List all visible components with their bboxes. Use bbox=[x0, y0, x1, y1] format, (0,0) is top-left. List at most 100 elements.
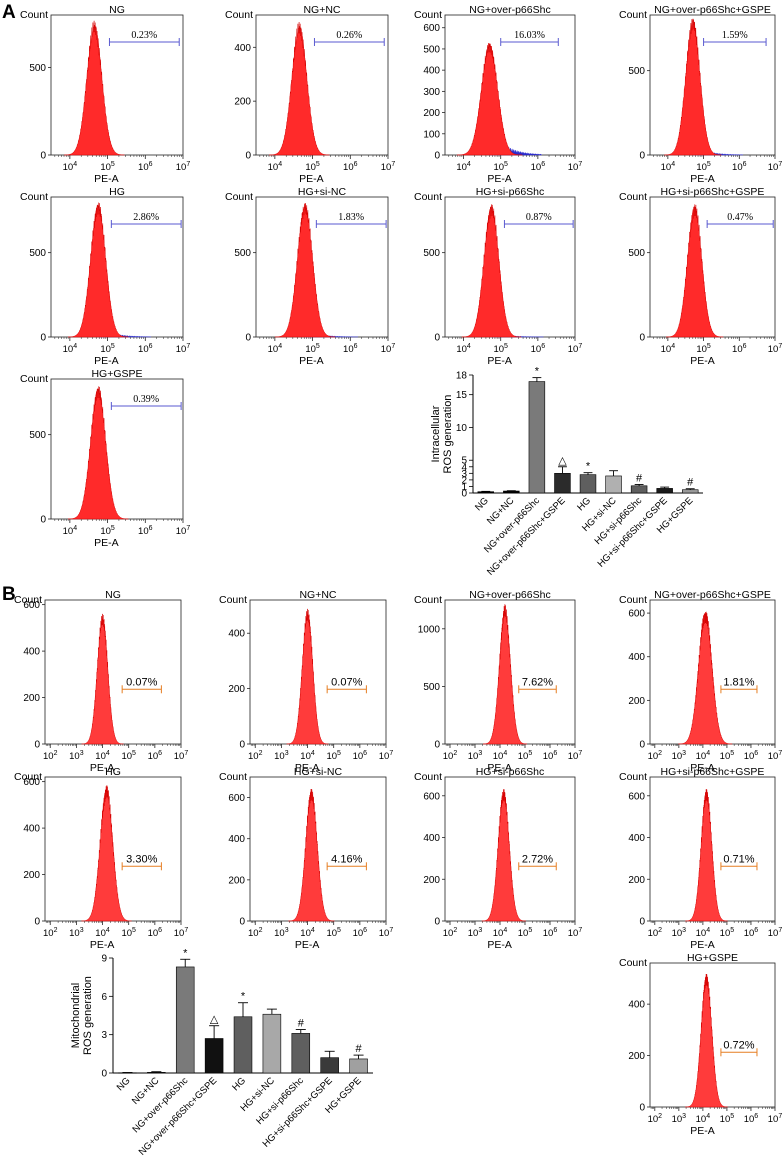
x-tick-label: 106 bbox=[543, 927, 558, 939]
x-tick-label: 103 bbox=[274, 750, 289, 762]
panel-label-a: A bbox=[2, 2, 16, 23]
gate-percentage: 0.26% bbox=[336, 30, 362, 41]
gate-percentage: 0.07% bbox=[126, 676, 157, 688]
y-tick-label: 0 bbox=[639, 917, 645, 928]
x-tick-label: 105 bbox=[326, 927, 341, 939]
x-tick-label: 104 bbox=[696, 1113, 711, 1125]
y-tick-label: 0 bbox=[461, 489, 467, 500]
y-axis-label: Count bbox=[14, 771, 42, 783]
gate-percentage: 0.23% bbox=[131, 30, 157, 41]
x-tick-label: 104 bbox=[456, 343, 471, 355]
bar-2 bbox=[147, 1072, 166, 1074]
histogram-b-15: HG+si-NC Count PE-A 0 200 400 600 102 103 104 105 1… bbox=[219, 766, 393, 951]
x-tick-label: 106 bbox=[353, 927, 368, 939]
gate-percentage: 3.30% bbox=[126, 853, 157, 865]
x-tick-label: 106 bbox=[343, 161, 358, 173]
gate-percentage: 0.72% bbox=[723, 1039, 754, 1051]
panel-label-b: B bbox=[2, 584, 16, 605]
y-tick-label: 0 bbox=[434, 333, 440, 344]
plot-frame bbox=[44, 599, 182, 745]
x-axis-label: PE-A bbox=[90, 762, 115, 774]
gate-percentage: 2.72% bbox=[522, 853, 553, 865]
x-axis-label: PE-A bbox=[295, 939, 320, 951]
histogram-a-4: NG+over-p66Shc+GSPE Count PE-A 0 500 104 105 10… bbox=[619, 4, 782, 185]
y-tick-label: 500 bbox=[423, 248, 440, 259]
y-axis-label: Count bbox=[14, 594, 42, 606]
histogram-peak bbox=[461, 204, 522, 338]
gate-percentage: 7.62% bbox=[522, 676, 553, 688]
x-tick-label: 103 bbox=[274, 927, 289, 939]
x-tick-label: 107 bbox=[768, 750, 782, 762]
histogram-title: NG+over-p66Shc bbox=[469, 589, 550, 601]
category-label: NG bbox=[473, 495, 491, 513]
y-tick-label: 0 bbox=[434, 740, 440, 751]
y-tick-label: 0 bbox=[40, 515, 46, 526]
gate-percentage: 16.03% bbox=[514, 30, 545, 41]
y-tick-label: 0 bbox=[40, 151, 46, 162]
histogram-b-17: HG+si-p66Shc+GSPE Count PE-A 0 200 400 600 102 1… bbox=[619, 766, 782, 951]
histogram-b-14: HG Count PE-A 0 200 400 600 102 103 104 105 106 107 3… bbox=[14, 766, 188, 951]
x-tick-label: 105 bbox=[305, 161, 320, 173]
x-tick-label: 102 bbox=[648, 750, 663, 762]
y-tick-label: 0 bbox=[434, 151, 440, 162]
x-tick-label: 106 bbox=[732, 343, 747, 355]
y-tick-label: 500 bbox=[29, 430, 46, 441]
histogram-peak bbox=[664, 18, 722, 156]
y-tick-label: 0 bbox=[434, 917, 440, 928]
y-axis-label: MitochondrialROS generation bbox=[70, 976, 94, 1055]
plot-frame bbox=[649, 196, 776, 338]
significance-mark: * bbox=[535, 366, 540, 378]
x-tick-label: 105 bbox=[518, 750, 533, 762]
bar-8 bbox=[320, 1057, 339, 1074]
histogram-peak bbox=[288, 788, 335, 922]
y-tick-label: 500 bbox=[423, 44, 440, 55]
histogram-b-18: HG+GSPE Count PE-A 0 200 400 102 103 104 105 106 10… bbox=[619, 952, 782, 1137]
y-axis-label: Count bbox=[225, 191, 253, 203]
x-axis-label: PE-A bbox=[690, 762, 715, 774]
x-tick-label: 104 bbox=[300, 927, 315, 939]
x-tick-label: 105 bbox=[720, 750, 735, 762]
bar-9 bbox=[681, 489, 699, 494]
bar-5 bbox=[233, 1016, 253, 1074]
y-axis-label: Count bbox=[619, 9, 647, 21]
x-axis-label: PE-A bbox=[295, 762, 320, 774]
plot-frame bbox=[50, 378, 184, 520]
y-tick-label: 400 bbox=[228, 629, 245, 640]
plot-frame bbox=[444, 14, 576, 156]
y-tick-label: 3 bbox=[101, 1030, 107, 1041]
histogram-peak bbox=[678, 611, 733, 745]
x-tick-label: 104 bbox=[493, 927, 508, 939]
histogram-peak bbox=[482, 604, 528, 745]
x-tick-label: 106 bbox=[138, 525, 153, 537]
gate-marker: 0.07% bbox=[121, 676, 162, 694]
y-axis-label: Count bbox=[414, 771, 442, 783]
gate-percentage: 0.87% bbox=[526, 212, 552, 223]
histogram-b-11: NG+NC Count PE-A 0 200 400 102 103 104 105 106 107 0… bbox=[219, 589, 393, 774]
x-tick-label: 102 bbox=[248, 927, 263, 939]
category-label: HG bbox=[230, 1075, 248, 1093]
x-axis-label: PE-A bbox=[487, 173, 512, 185]
histogram-peak bbox=[64, 20, 125, 156]
x-tick-label: 103 bbox=[672, 1113, 687, 1125]
y-tick-label: 400 bbox=[228, 834, 245, 845]
histogram-title: HG+GSPE bbox=[687, 952, 738, 964]
gate-marker: 0.07% bbox=[326, 676, 367, 694]
y-tick-label: 500 bbox=[29, 248, 46, 259]
y-tick-label: 600 bbox=[423, 23, 440, 34]
y-tick-label: 1000 bbox=[418, 624, 441, 635]
y-tick-label: 15 bbox=[456, 390, 468, 401]
x-tick-label: 107 bbox=[381, 161, 396, 173]
x-tick-label: 104 bbox=[95, 927, 110, 939]
x-tick-label: 105 bbox=[696, 343, 711, 355]
x-tick-label: 104 bbox=[661, 343, 676, 355]
x-tick-label: 106 bbox=[138, 161, 153, 173]
gate-percentage: 4.16% bbox=[331, 853, 362, 865]
x-tick-label: 107 bbox=[176, 161, 191, 173]
histogram-title: HG+si-p66Shc+GSPE bbox=[661, 186, 765, 198]
histogram-title: NG+over-p66Shc bbox=[469, 4, 550, 16]
y-tick-label: 5 bbox=[461, 456, 467, 467]
histogram-title: NG+over-p66Shc+GSPE bbox=[654, 589, 771, 601]
histogram-b-12: NG+over-p66Shc Count PE-A 0 500 1000 102 103 104… bbox=[414, 589, 582, 774]
histogram-a-8: HG+si-p66Shc+GSPE Count PE-A 0 500 104 105 106 1… bbox=[619, 186, 782, 367]
histogram-title: HG+si-p66Shc bbox=[476, 186, 545, 198]
